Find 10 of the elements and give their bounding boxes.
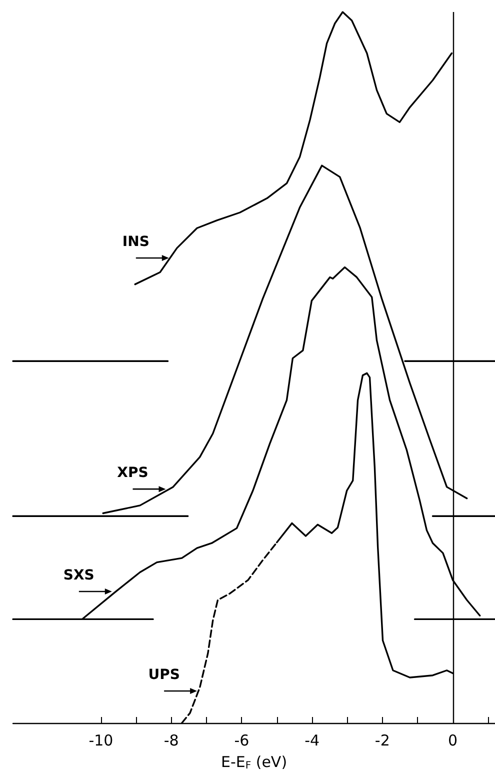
x-tick-label: -6 [234,732,250,750]
x-tick-label: -8 [164,732,179,750]
x-tick-label: -4 [304,732,320,750]
x-tick-label: -10 [88,732,114,750]
x-tick-label: -2 [374,732,390,750]
annotation: UPS [148,667,180,684]
annotation: XPS [117,465,148,482]
annotation: INS [122,234,150,250]
x-tick-label: 0 [448,732,458,750]
annotation: SXS [63,567,94,584]
